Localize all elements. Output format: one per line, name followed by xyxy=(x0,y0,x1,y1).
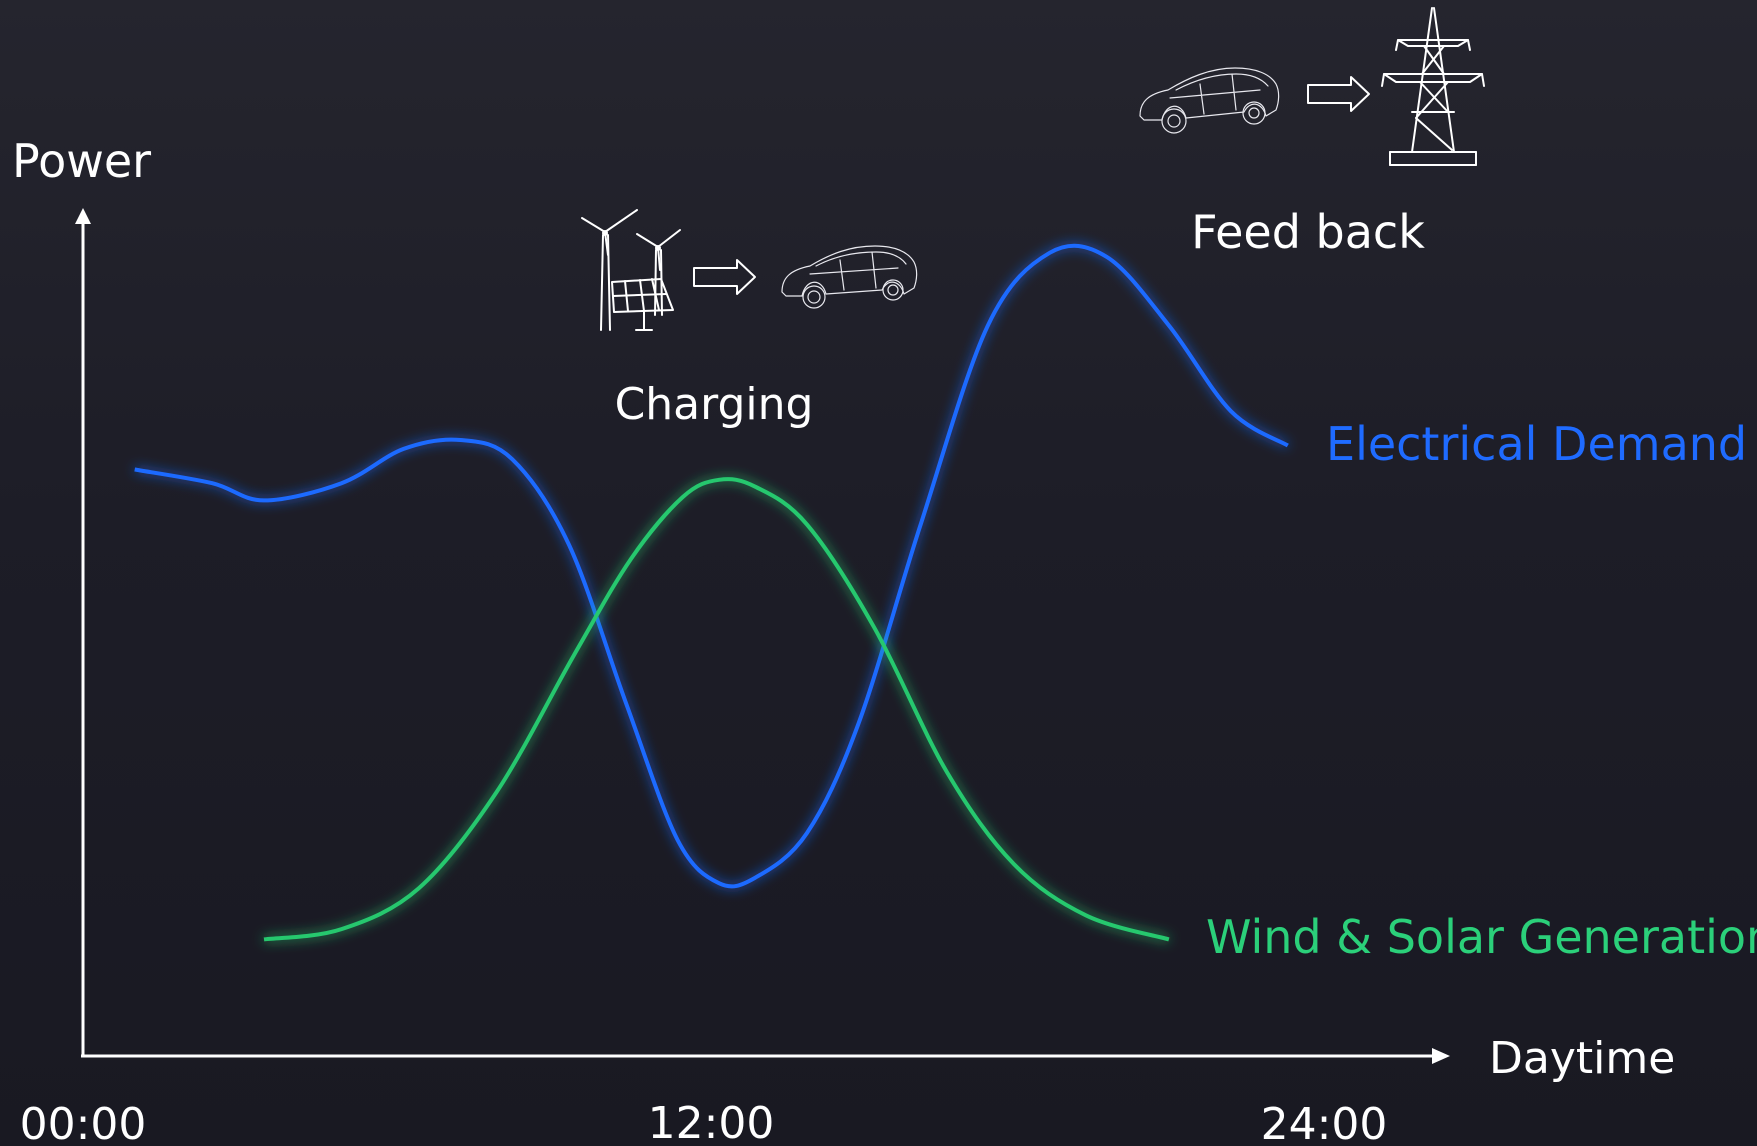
series-label-wind-solar-generation: Wind & Solar Generation xyxy=(1206,910,1757,964)
charging-label: Charging xyxy=(615,379,814,430)
x-tick-label: 12:00 xyxy=(648,1098,775,1146)
feed-back-annotation: Feed back xyxy=(1139,7,1485,259)
axes xyxy=(75,208,1450,1064)
x-axis-arrow xyxy=(1432,1048,1450,1064)
charging-annotation: Charging xyxy=(581,209,918,430)
x-tick-label: 00:00 xyxy=(20,1099,147,1146)
wind-turbines-solar-panel-icon xyxy=(581,209,681,331)
car-icon xyxy=(1139,67,1280,134)
arrow-right-icon xyxy=(1307,76,1370,112)
y-axis-label: Power xyxy=(12,134,151,188)
series-line-electrical-demand xyxy=(134,243,1289,889)
series-layer xyxy=(134,243,1289,942)
y-axis-arrow xyxy=(75,208,91,224)
feed-back-label: Feed back xyxy=(1191,205,1425,259)
power-pylon-icon xyxy=(1381,7,1485,166)
x-tick-labels: 00:00 12:00 24:00 xyxy=(20,1098,1388,1146)
x-axis-label: Daytime xyxy=(1489,1033,1675,1084)
car-icon xyxy=(781,245,918,309)
x-tick-label: 24:00 xyxy=(1261,1099,1388,1146)
arrow-right-icon xyxy=(693,259,756,295)
series-label-electrical-demand: Electrical Demand xyxy=(1326,417,1747,471)
series-line-wind-solar-generation xyxy=(263,477,1170,942)
